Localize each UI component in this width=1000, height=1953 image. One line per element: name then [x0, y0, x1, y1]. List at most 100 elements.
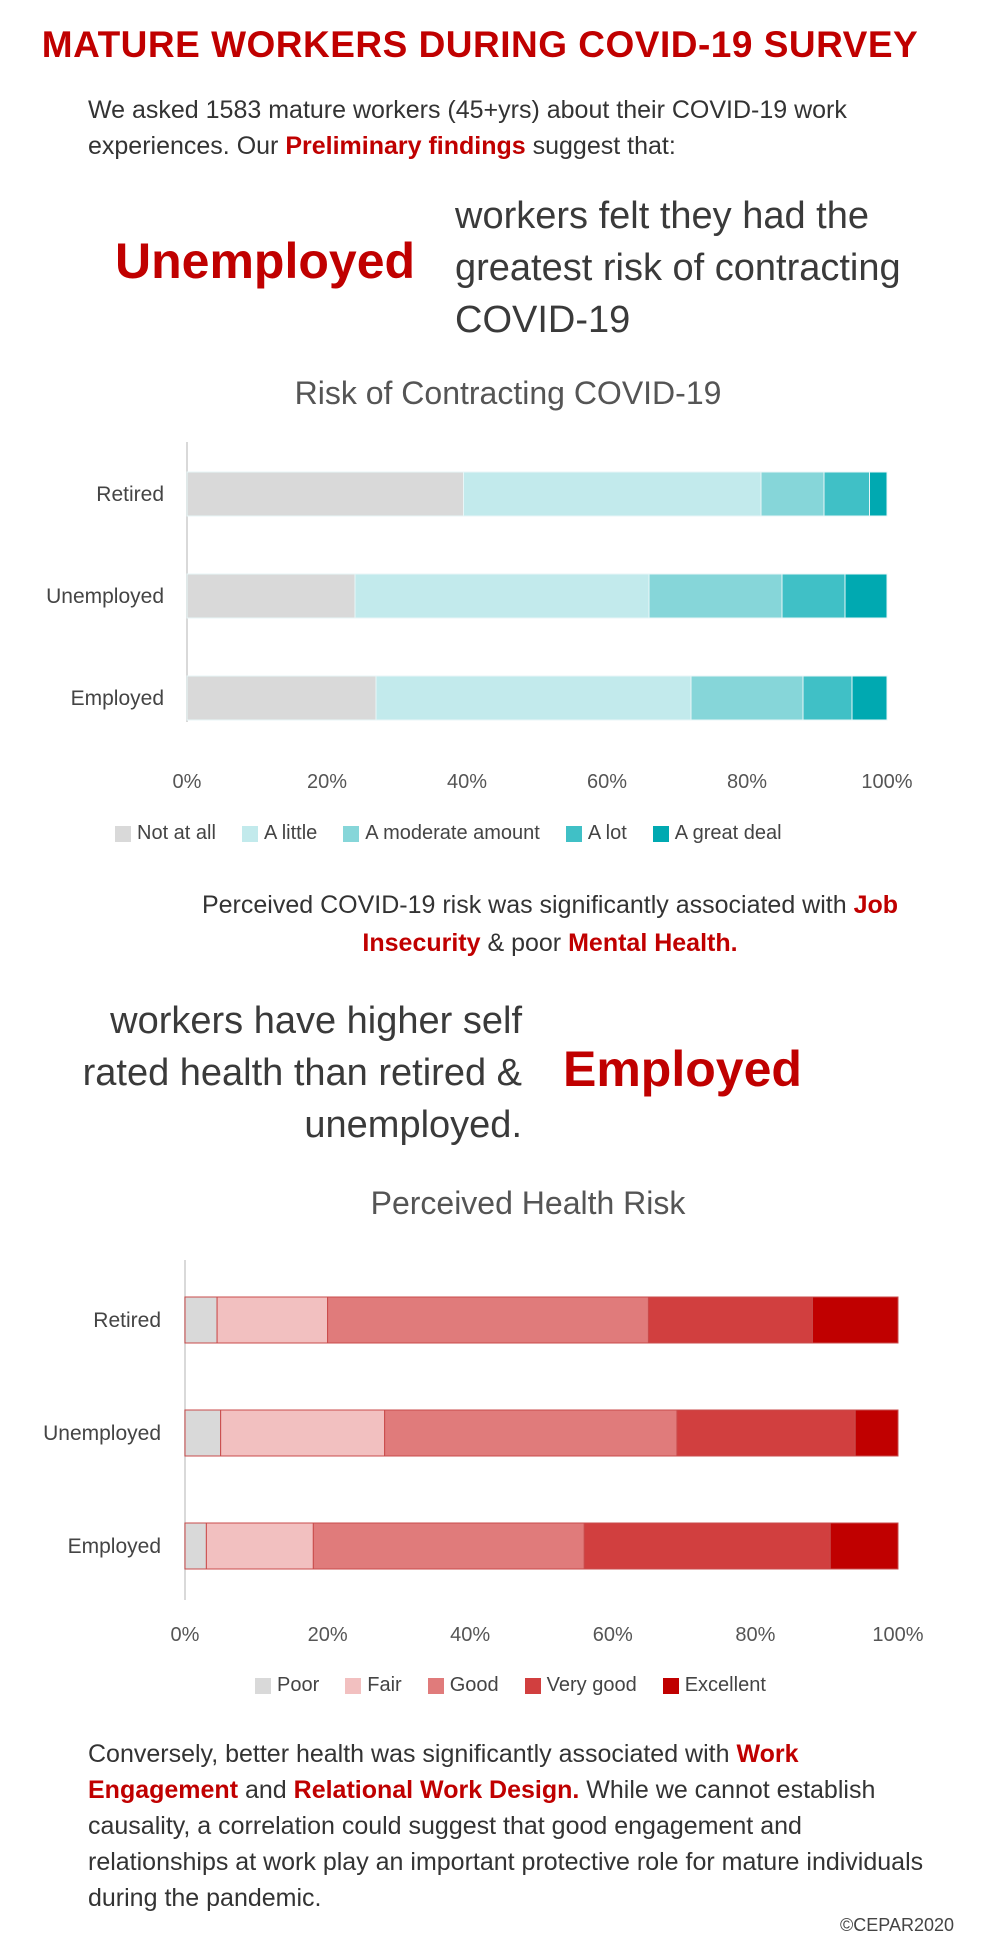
risk-chart-bar-segment [690, 675, 804, 721]
health-chart-title: Perceived Health Risk [371, 1185, 687, 1221]
health-chart-bar-segment [184, 1409, 222, 1457]
finding1-a: Perceived COVID-19 risk was significantl… [201, 891, 854, 919]
headline1-keyword: Unemployed [115, 233, 416, 289]
health-chart-tick-label: 60% [593, 1624, 633, 1646]
risk-chart-bar-segment [186, 573, 356, 619]
risk-chart-category-label: Employed [71, 687, 164, 710]
risk-chart-category-label: Unemployed [46, 585, 164, 608]
risk-chart-bar-segment [648, 573, 783, 619]
risk-chart-category-labels: Retired Unemployed Employed [46, 483, 164, 710]
health-chart-legend-label: Excellent [684, 1674, 766, 1696]
risk-chart-bar-segment [186, 675, 377, 721]
risk-chart-tick-label: 20% [307, 771, 347, 793]
health-chart-legend-label: Fair [367, 1674, 402, 1696]
risk-chart-bars [186, 471, 888, 721]
risk-chart-tick-label: 0% [173, 771, 202, 793]
risk-chart-legend-swatch [241, 825, 258, 842]
risk-chart-bar-segment [760, 471, 825, 517]
health-chart-legend-item: Good [427, 1674, 499, 1697]
risk-chart-tick-labels: 0% 20% 40% 60% 80% 100% [173, 771, 913, 793]
risk-chart-legend-label: A moderate amount [365, 822, 540, 844]
health-chart-tick-label: 100% [872, 1624, 923, 1646]
risk-chart-bar-segment [186, 471, 464, 517]
health-chart-legend-item: Excellent [662, 1674, 766, 1697]
health-chart-category-label: Employed [68, 1535, 161, 1558]
health-chart-tick-labels: 0% 20% 40% 60% 80% 100% [171, 1624, 924, 1646]
health-chart-legend-item: Fair [345, 1674, 402, 1697]
headline2-text: workers have higher self rated health th… [82, 1000, 522, 1146]
risk-chart-legend-label: A lot [587, 822, 627, 844]
risk-chart-bar-segment [375, 675, 692, 721]
risk-chart-legend: Not at all A little A moderate amount A lot… [115, 822, 782, 845]
health-chart-legend-swatch [345, 1677, 362, 1694]
health-chart-legend-label: Good [449, 1674, 499, 1696]
health-chart-legend-swatch [255, 1677, 271, 1694]
health-chart-bar-segment [327, 1296, 649, 1344]
finding1-b: & poor [480, 929, 569, 957]
risk-chart-bar-segment [802, 675, 853, 721]
page-title: MATURE WORKERS DURING COVID-19 SURVEY [41, 24, 919, 65]
health-chart-category-label: Retired [93, 1309, 161, 1332]
risk-chart-bar-segment [844, 573, 888, 619]
risk-chart-legend-label: Not at all [137, 822, 216, 844]
finding2-b: and [238, 1776, 294, 1804]
intro-text: We asked 1583 mature workers (45+yrs) ab… [88, 92, 968, 164]
health-chart-bar-segment [205, 1522, 314, 1570]
finding1-highlight-job: Job Insecurity [362, 891, 899, 957]
intro-text-b: suggest that: [525, 132, 676, 160]
health-chart-bars [184, 1296, 899, 1570]
risk-chart-bar-segment [463, 471, 762, 517]
risk-chart-tick-label: 100% [861, 771, 912, 793]
risk-chart-bar-segment [869, 471, 888, 517]
health-chart-bar-segment [811, 1296, 899, 1344]
finding1-highlight-mental: Mental Health. [568, 929, 738, 957]
health-chart-bar-segment [647, 1296, 813, 1344]
health-chart-legend-item: Very good [524, 1674, 637, 1697]
risk-chart-category-label: Retired [96, 483, 164, 506]
risk-chart-bar-segment [851, 675, 888, 721]
intro-text-a: We asked 1583 mature workers (45+yrs) ab… [88, 96, 847, 160]
intro-highlight: Preliminary findings [285, 132, 526, 160]
risk-chart-legend-item: A moderate amount [343, 822, 540, 845]
health-chart-category-labels: Retired Unemployed Employed [43, 1309, 161, 1558]
health-chart-bar-segment [829, 1522, 899, 1570]
risk-chart-legend-item: Not at all [115, 822, 216, 845]
risk-chart-legend-item: A little [241, 822, 318, 845]
risk-chart-legend-swatch [115, 825, 131, 842]
health-chart-bar-segment [216, 1296, 329, 1344]
health-chart-bar-segment [184, 1296, 218, 1344]
health-chart-bar-segment [854, 1409, 899, 1457]
health-chart-tick-label: 0% [171, 1624, 200, 1646]
risk-chart-legend-item: A great deal [652, 822, 782, 845]
risk-chart: Risk of Contracting COVID-19 Retired Unem… [46, 375, 913, 793]
health-chart: Perceived Health Risk Retired Unemployed E… [43, 1185, 924, 1646]
health-chart-legend: Poor Fair Good Very good Excellent [255, 1674, 766, 1697]
health-chart-tick-label: 80% [735, 1624, 775, 1646]
risk-chart-bar-segment [781, 573, 846, 619]
risk-chart-legend-label: A great deal [674, 822, 782, 844]
risk-chart-tick-label: 60% [587, 771, 627, 793]
health-chart-tick-label: 20% [308, 1624, 348, 1646]
health-chart-legend-swatch [662, 1677, 679, 1694]
risk-chart-tick-label: 40% [447, 771, 487, 793]
health-chart-legend-swatch [427, 1677, 444, 1694]
risk-chart-legend-swatch [343, 825, 360, 842]
finding2-c: While we cannot establish causality, a c… [88, 1776, 924, 1912]
risk-chart-bar-segment [823, 471, 870, 517]
health-chart-category-label: Unemployed [43, 1422, 161, 1445]
risk-chart-bar-segment [354, 573, 650, 619]
health-chart-legend-item: Poor [255, 1674, 319, 1697]
finding1-text: Perceived COVID-19 risk was significantl… [160, 886, 940, 962]
risk-chart-legend-swatch [652, 825, 669, 842]
risk-chart-legend-item: A lot [565, 822, 627, 845]
health-chart-bar-segment [676, 1409, 856, 1457]
health-chart-bar-segment [312, 1522, 585, 1570]
health-chart-bar-segment [583, 1522, 831, 1570]
finding2-highlight-relational: Relational Work Design. [293, 1776, 580, 1804]
risk-chart-title: Risk of Contracting COVID-19 [295, 375, 722, 411]
health-chart-legend-label: Very good [546, 1674, 637, 1696]
finding2-highlight-engagement: Work Engagement [88, 1740, 799, 1804]
health-chart-legend-label: Poor [277, 1674, 320, 1696]
risk-chart-legend-label: A little [263, 822, 318, 844]
health-chart-bar-segment [220, 1409, 386, 1457]
